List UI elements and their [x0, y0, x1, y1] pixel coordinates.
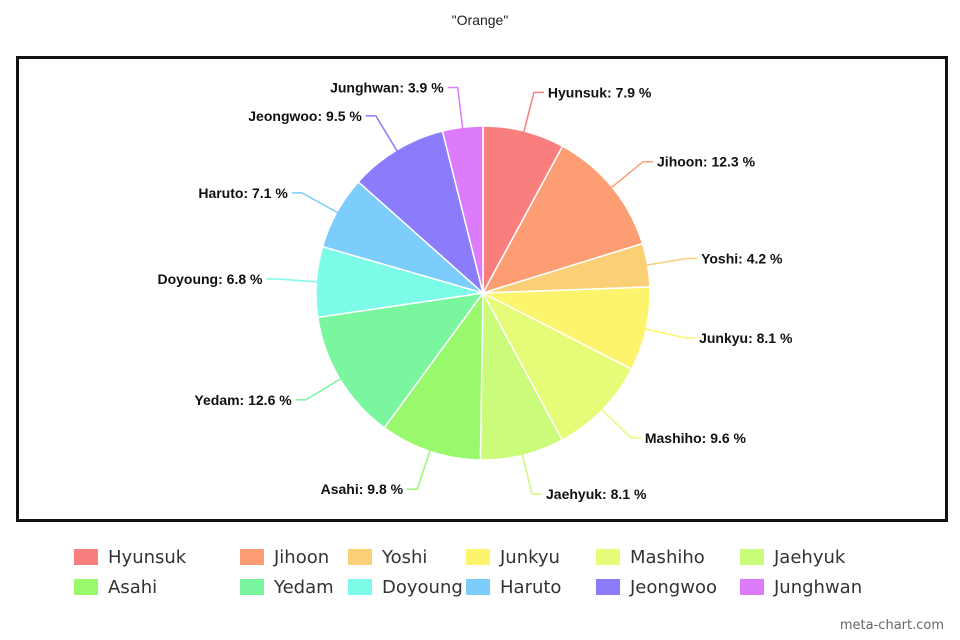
- leader-line-jeongwoo: [365, 115, 399, 153]
- legend-label: Jaehyuk: [774, 546, 846, 568]
- slice-label-yedam: Yedam: 12.6 %: [194, 392, 292, 408]
- slice-label-junkyu: Junkyu: 8.1 %: [699, 330, 793, 346]
- legend-item-junkyu[interactable]: Junkyu: [466, 546, 560, 568]
- watermark: meta-chart.com: [839, 618, 944, 633]
- legend-swatch: [466, 579, 490, 595]
- legend-label: Doyoung: [382, 576, 463, 598]
- legend-swatch: [740, 549, 764, 565]
- leader-line-yoshi: [645, 257, 698, 267]
- leader-line-yedam: [295, 377, 343, 401]
- leader-line-doyoung: [266, 278, 319, 283]
- legend-swatch: [348, 549, 372, 565]
- legend-item-yedam[interactable]: Yedam: [240, 576, 334, 598]
- legend-item-hyunsuk[interactable]: Hyunsuk: [74, 546, 186, 568]
- legend-label: Mashiho: [630, 546, 705, 568]
- legend-swatch: [596, 579, 620, 595]
- leader-line-junghwan: [447, 86, 464, 130]
- plot-area: Hyunsuk: 7.9 % Jihoon: 12.3 % Yoshi: 4.2 %…: [16, 56, 948, 522]
- slice-label-doyoung: Doyoung: 6.8 %: [157, 271, 263, 287]
- legend-label: Yedam: [274, 576, 334, 598]
- legend-label: Haruto: [500, 576, 562, 598]
- legend-swatch: [466, 549, 490, 565]
- legend-label: Asahi: [108, 576, 158, 598]
- slice-label-haruto: Haruto: 7.1 %: [198, 185, 288, 201]
- legend-item-mashiho[interactable]: Mashiho: [596, 546, 705, 568]
- pie-chart: Hyunsuk: 7.9 % Jihoon: 12.3 % Yoshi: 4.2 %…: [157, 80, 793, 503]
- slice-label-hyunsuk: Hyunsuk: 7.9 %: [548, 84, 652, 100]
- slice-label-jeongwoo: Jeongwoo: 9.5 %: [248, 108, 362, 124]
- slice-label-jihoon: Jihoon: 12.3 %: [657, 154, 756, 170]
- legend-label: Junghwan: [774, 576, 863, 598]
- leader-line-junkyu: [643, 328, 696, 339]
- legend-label: Yoshi: [382, 546, 428, 568]
- legend-item-asahi[interactable]: Asahi: [74, 576, 157, 598]
- legend-swatch: [74, 549, 98, 565]
- legend-swatch: [240, 549, 264, 565]
- slice-label-jaehyuk: Jaehyuk: 8.1 %: [546, 486, 647, 502]
- legend-item-doyoung[interactable]: Doyoung: [348, 576, 463, 598]
- legend-label: Jeongwoo: [630, 576, 717, 598]
- legend-item-jaehyuk[interactable]: Jaehyuk: [740, 546, 845, 568]
- legend-swatch: [74, 579, 98, 595]
- legend-item-jihoon[interactable]: Jihoon: [240, 546, 329, 568]
- leader-line-jaehyuk: [521, 453, 543, 495]
- legend-item-haruto[interactable]: Haruto: [466, 576, 561, 598]
- chart-title: "Orange": [451, 12, 509, 28]
- legend-item-junghwan[interactable]: Junghwan: [740, 576, 862, 598]
- legend-label: Hyunsuk: [108, 546, 187, 568]
- legend-item-yoshi[interactable]: Yoshi: [348, 546, 427, 568]
- legend-item-jeongwoo[interactable]: Jeongwoo: [596, 576, 717, 598]
- leader-line-asahi: [407, 449, 432, 490]
- legend-label: Jihoon: [274, 546, 330, 568]
- slice-label-mashiho: Mashiho: 9.6 %: [645, 430, 747, 446]
- legend-swatch: [348, 579, 372, 595]
- slice-label-asahi: Asahi: 9.8 %: [321, 481, 404, 497]
- legend-swatch: [240, 579, 264, 595]
- legend-swatch: [740, 579, 764, 595]
- leader-line-jihoon: [610, 160, 654, 189]
- legend-label: Junkyu: [500, 546, 560, 568]
- legend-swatch: [596, 549, 620, 565]
- leader-line-haruto: [291, 192, 339, 214]
- slice-label-yoshi: Yoshi: 4.2 %: [701, 250, 783, 266]
- leader-line-mashiho: [600, 407, 641, 439]
- leader-line-hyunsuk: [522, 91, 544, 134]
- slice-label-junghwan: Junghwan: 3.9 %: [330, 80, 444, 96]
